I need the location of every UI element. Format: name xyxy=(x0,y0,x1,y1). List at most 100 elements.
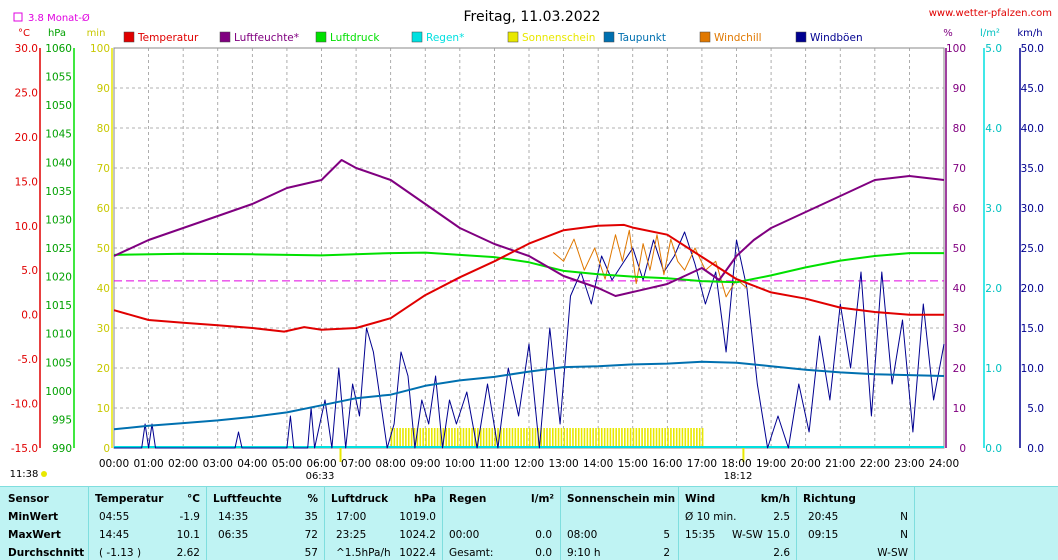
sunshine-bar xyxy=(413,428,416,448)
stats-temp-time: 04:55 xyxy=(99,511,130,523)
temp-unit: °C xyxy=(18,28,30,39)
stats-header-sun: Sonnenschein min xyxy=(567,493,676,505)
stats-wind-val: 2.5 xyxy=(773,511,790,523)
sunshine-bar xyxy=(479,428,482,448)
sunshine-bar xyxy=(681,428,684,448)
sun-unit: min xyxy=(87,28,106,39)
stats-divider xyxy=(206,487,207,560)
rain-tick: 4.0 xyxy=(985,123,1002,135)
monthly-avg-marker-icon xyxy=(13,12,23,22)
sunshine-bar xyxy=(664,428,666,448)
sunshine-bar xyxy=(641,428,643,448)
sunshine-bar xyxy=(454,428,456,448)
sunshine-bar xyxy=(652,428,655,448)
sunshine-bar xyxy=(575,428,577,448)
sunshine-bar xyxy=(471,428,473,448)
stats-wind-time: 15:35 xyxy=(685,529,716,541)
sunshine-bar xyxy=(485,428,488,448)
sunshine-bar xyxy=(675,428,678,448)
statistics-panel: Sensor Temperatur °C Luftfeuchte % Luftd… xyxy=(0,486,1058,560)
pct-tick: 10 xyxy=(953,403,966,415)
sunshine-bar xyxy=(407,428,410,448)
sunshine-bar xyxy=(534,428,537,448)
wind-tick: 15.0 xyxy=(1021,323,1044,335)
sun-icon xyxy=(41,471,47,477)
stats-press-time: 23:25 xyxy=(336,529,367,541)
temp-tick: 0.0 xyxy=(21,310,38,322)
stats-wind-val: 2.6 xyxy=(773,547,790,559)
stats-divider xyxy=(678,487,679,560)
chart-axes: 30.0 25.0 20.0 15.0 10.0 5.0 0.0 -5.0 -10.0 -15.0… xyxy=(11,43,1044,455)
stats-sun-time: 08:00 xyxy=(567,529,598,541)
stats-press-time: 17:00 xyxy=(336,511,367,523)
press-tick: 1060 xyxy=(45,43,72,55)
x-tick: 20:00 xyxy=(791,458,821,470)
stats-temp-val: 2.62 xyxy=(176,547,200,559)
sunshine-bar xyxy=(540,428,543,448)
sun-tick: 40 xyxy=(97,283,110,295)
pct-tick: 70 xyxy=(953,163,966,175)
x-tick: 07:00 xyxy=(341,458,371,470)
rain-tick: 1.0 xyxy=(985,363,1002,375)
stats-hum-val: 57 xyxy=(304,547,318,559)
press-tick: 1010 xyxy=(45,329,72,341)
sunshine-bar xyxy=(629,428,632,448)
x-tick: 01:00 xyxy=(133,458,163,470)
temp-tick: 10.0 xyxy=(15,221,38,233)
stats-header-dir: Richtung xyxy=(803,493,856,505)
rain-tick: 5.0 xyxy=(985,43,1002,55)
sunshine-bar xyxy=(549,428,551,448)
sunshine-bar xyxy=(465,428,468,448)
stats-temp-time: ( -1.13 ) xyxy=(99,547,142,559)
sunshine-bar xyxy=(626,428,629,448)
sunshine-bar xyxy=(494,428,496,448)
series-line-taupunkt xyxy=(113,360,945,431)
sun-tick: 60 xyxy=(97,203,110,215)
sunshine-bar xyxy=(696,428,698,448)
temp-tick: -10.0 xyxy=(11,399,38,411)
sunshine-bar xyxy=(615,428,617,448)
stats-hum-time: 14:35 xyxy=(218,511,249,523)
sunshine-bar xyxy=(439,428,442,448)
sunshine-bar xyxy=(583,428,586,448)
x-tick: 11:00 xyxy=(479,458,509,470)
sunrise-label: 06:33 xyxy=(306,471,335,482)
x-tick: 23:00 xyxy=(894,458,924,470)
sunshine-bar xyxy=(609,428,612,448)
stats-header-rain: Regen xyxy=(449,493,487,505)
sunshine-bar xyxy=(448,428,450,448)
x-tick: 02:00 xyxy=(168,458,198,470)
pct-tick: 30 xyxy=(953,323,966,335)
sunshine-bar xyxy=(598,428,600,448)
wind-unit: km/h xyxy=(1017,28,1042,39)
press-tick: 995 xyxy=(52,414,72,426)
sunshine-bar xyxy=(488,428,491,448)
stats-press-val: 1024.2 xyxy=(399,529,436,541)
x-tick: 08:00 xyxy=(376,458,406,470)
stats-divider xyxy=(796,487,797,560)
sunshine-bar xyxy=(416,428,419,448)
wind-tick: 20.0 xyxy=(1021,283,1044,295)
sunshine-bar xyxy=(701,428,704,448)
sunshine-bar xyxy=(589,428,592,448)
sunshine-bar xyxy=(612,428,615,448)
sun-tick: 100 xyxy=(90,43,110,55)
sunshine-bar xyxy=(445,428,448,448)
wind-tick: 45.0 xyxy=(1021,83,1044,95)
sun-tick: 10 xyxy=(97,403,110,415)
wind-tick: 30.0 xyxy=(1021,203,1044,215)
sun-tick: 90 xyxy=(97,83,110,95)
x-tick: 15:00 xyxy=(618,458,648,470)
stats-sun-time: 9:10 h xyxy=(567,547,601,559)
sunshine-bar xyxy=(393,428,396,448)
stats-sun-val: 5 xyxy=(663,529,670,541)
pct-tick: 60 xyxy=(953,203,966,215)
wind-tick: 25.0 xyxy=(1021,243,1044,255)
legend-label: Temperatur xyxy=(137,32,199,44)
stats-press-val: 1019.0 xyxy=(399,511,436,523)
source-link[interactable]: www.wetter-pfalzen.com xyxy=(929,8,1052,19)
legend-swatch xyxy=(315,31,327,43)
wind-tick: 40.0 xyxy=(1021,123,1044,135)
sunshine-bar xyxy=(468,428,471,448)
press-tick: 1045 xyxy=(45,129,72,141)
